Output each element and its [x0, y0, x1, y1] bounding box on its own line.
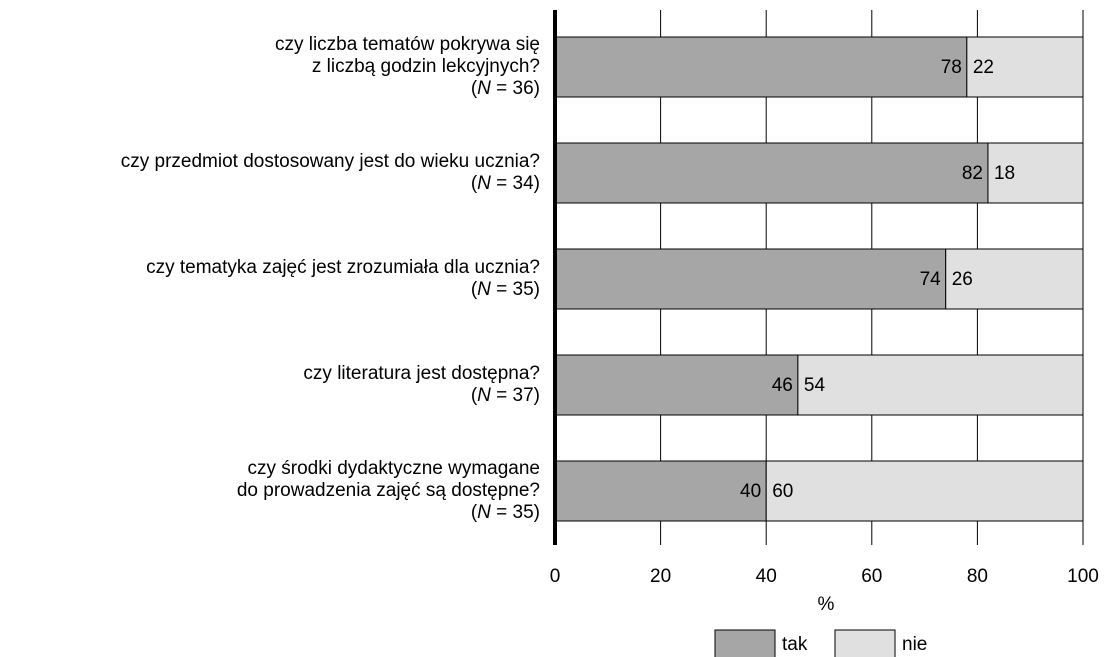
x-axis-label: % [818, 594, 835, 615]
category-label: (N = 34) [471, 173, 540, 194]
bar-segment [554, 36, 968, 98]
category-label: (N = 35) [471, 279, 540, 300]
category-label: czy literatura jest dostępna? [303, 363, 540, 384]
category-label: czy przedmiot dostosowany jest do wieku … [121, 151, 540, 172]
bar-segment [987, 142, 1084, 204]
category-label: do prowadzenia zajęć są dostępne? [237, 480, 540, 501]
category-label: czy tematyka zajęć jest zrozumiała dla u… [146, 257, 540, 278]
bar-segment [554, 354, 799, 416]
legend-swatch [714, 629, 776, 657]
category-label: z liczbą godzin lekcyjnych? [312, 56, 540, 77]
legend-label: tak [782, 634, 808, 655]
bar-segment [554, 460, 767, 522]
bar-segment [765, 460, 1084, 522]
value-label: 82 [962, 163, 983, 184]
x-tick-label: 100 [1067, 566, 1099, 587]
category-label: czy środki dydaktyczne wymagane [247, 458, 540, 479]
value-label: 60 [772, 481, 793, 502]
bar-segment [966, 36, 1084, 98]
value-label: 40 [740, 481, 761, 502]
x-tick-label: 20 [650, 566, 671, 587]
value-label: 22 [973, 57, 994, 78]
bar-segment [554, 142, 989, 204]
value-label: 18 [994, 163, 1015, 184]
x-tick-label: 80 [967, 566, 988, 587]
legend-swatch [834, 629, 896, 657]
value-label: 78 [941, 57, 962, 78]
bar-segment [554, 248, 947, 310]
legend-label: nie [902, 634, 927, 655]
x-tick-label: 40 [756, 566, 777, 587]
category-label: (N = 36) [471, 78, 540, 99]
category-label: (N = 35) [471, 502, 540, 523]
value-label: 26 [952, 269, 973, 290]
category-label: czy liczba tematów pokrywa się [275, 34, 540, 55]
value-label: 54 [804, 375, 826, 396]
value-label: 46 [772, 375, 793, 396]
x-tick-label: 60 [861, 566, 882, 587]
category-label: (N = 37) [471, 385, 540, 406]
value-label: 74 [920, 269, 942, 290]
x-tick-label: 0 [550, 566, 561, 587]
bar-segment [797, 354, 1084, 416]
bar-segment [945, 248, 1084, 310]
